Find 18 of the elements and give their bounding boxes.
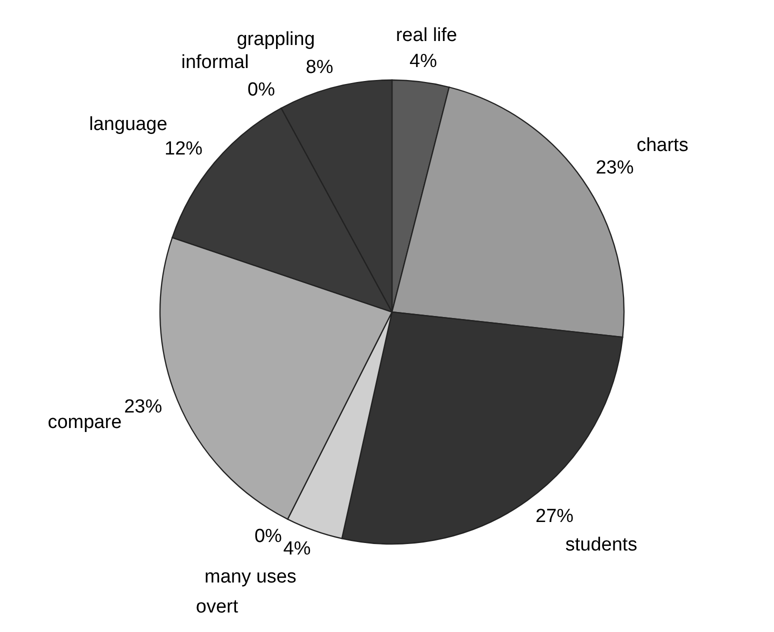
- slice-label: compare: [48, 412, 122, 433]
- data-label: 4%: [410, 50, 438, 72]
- slice-label: language: [89, 114, 168, 136]
- slice-label: real life: [396, 25, 458, 46]
- data-label: 4%: [283, 538, 311, 560]
- data-label: 27%: [536, 506, 574, 527]
- slice-label: many uses: [204, 566, 296, 588]
- data-label: 12%: [164, 138, 203, 160]
- text: 0%: [254, 526, 282, 548]
- category-label: informal: [181, 52, 249, 74]
- data-label: 8%: [306, 56, 334, 78]
- slice-label: charts: [636, 135, 688, 156]
- text: 0%: [248, 80, 275, 101]
- slice-label: students: [565, 534, 638, 556]
- category-label: overt: [196, 596, 238, 618]
- data-label: 23%: [124, 396, 162, 418]
- slice-label: grappling: [236, 28, 315, 50]
- data-label: 23%: [596, 157, 634, 178]
